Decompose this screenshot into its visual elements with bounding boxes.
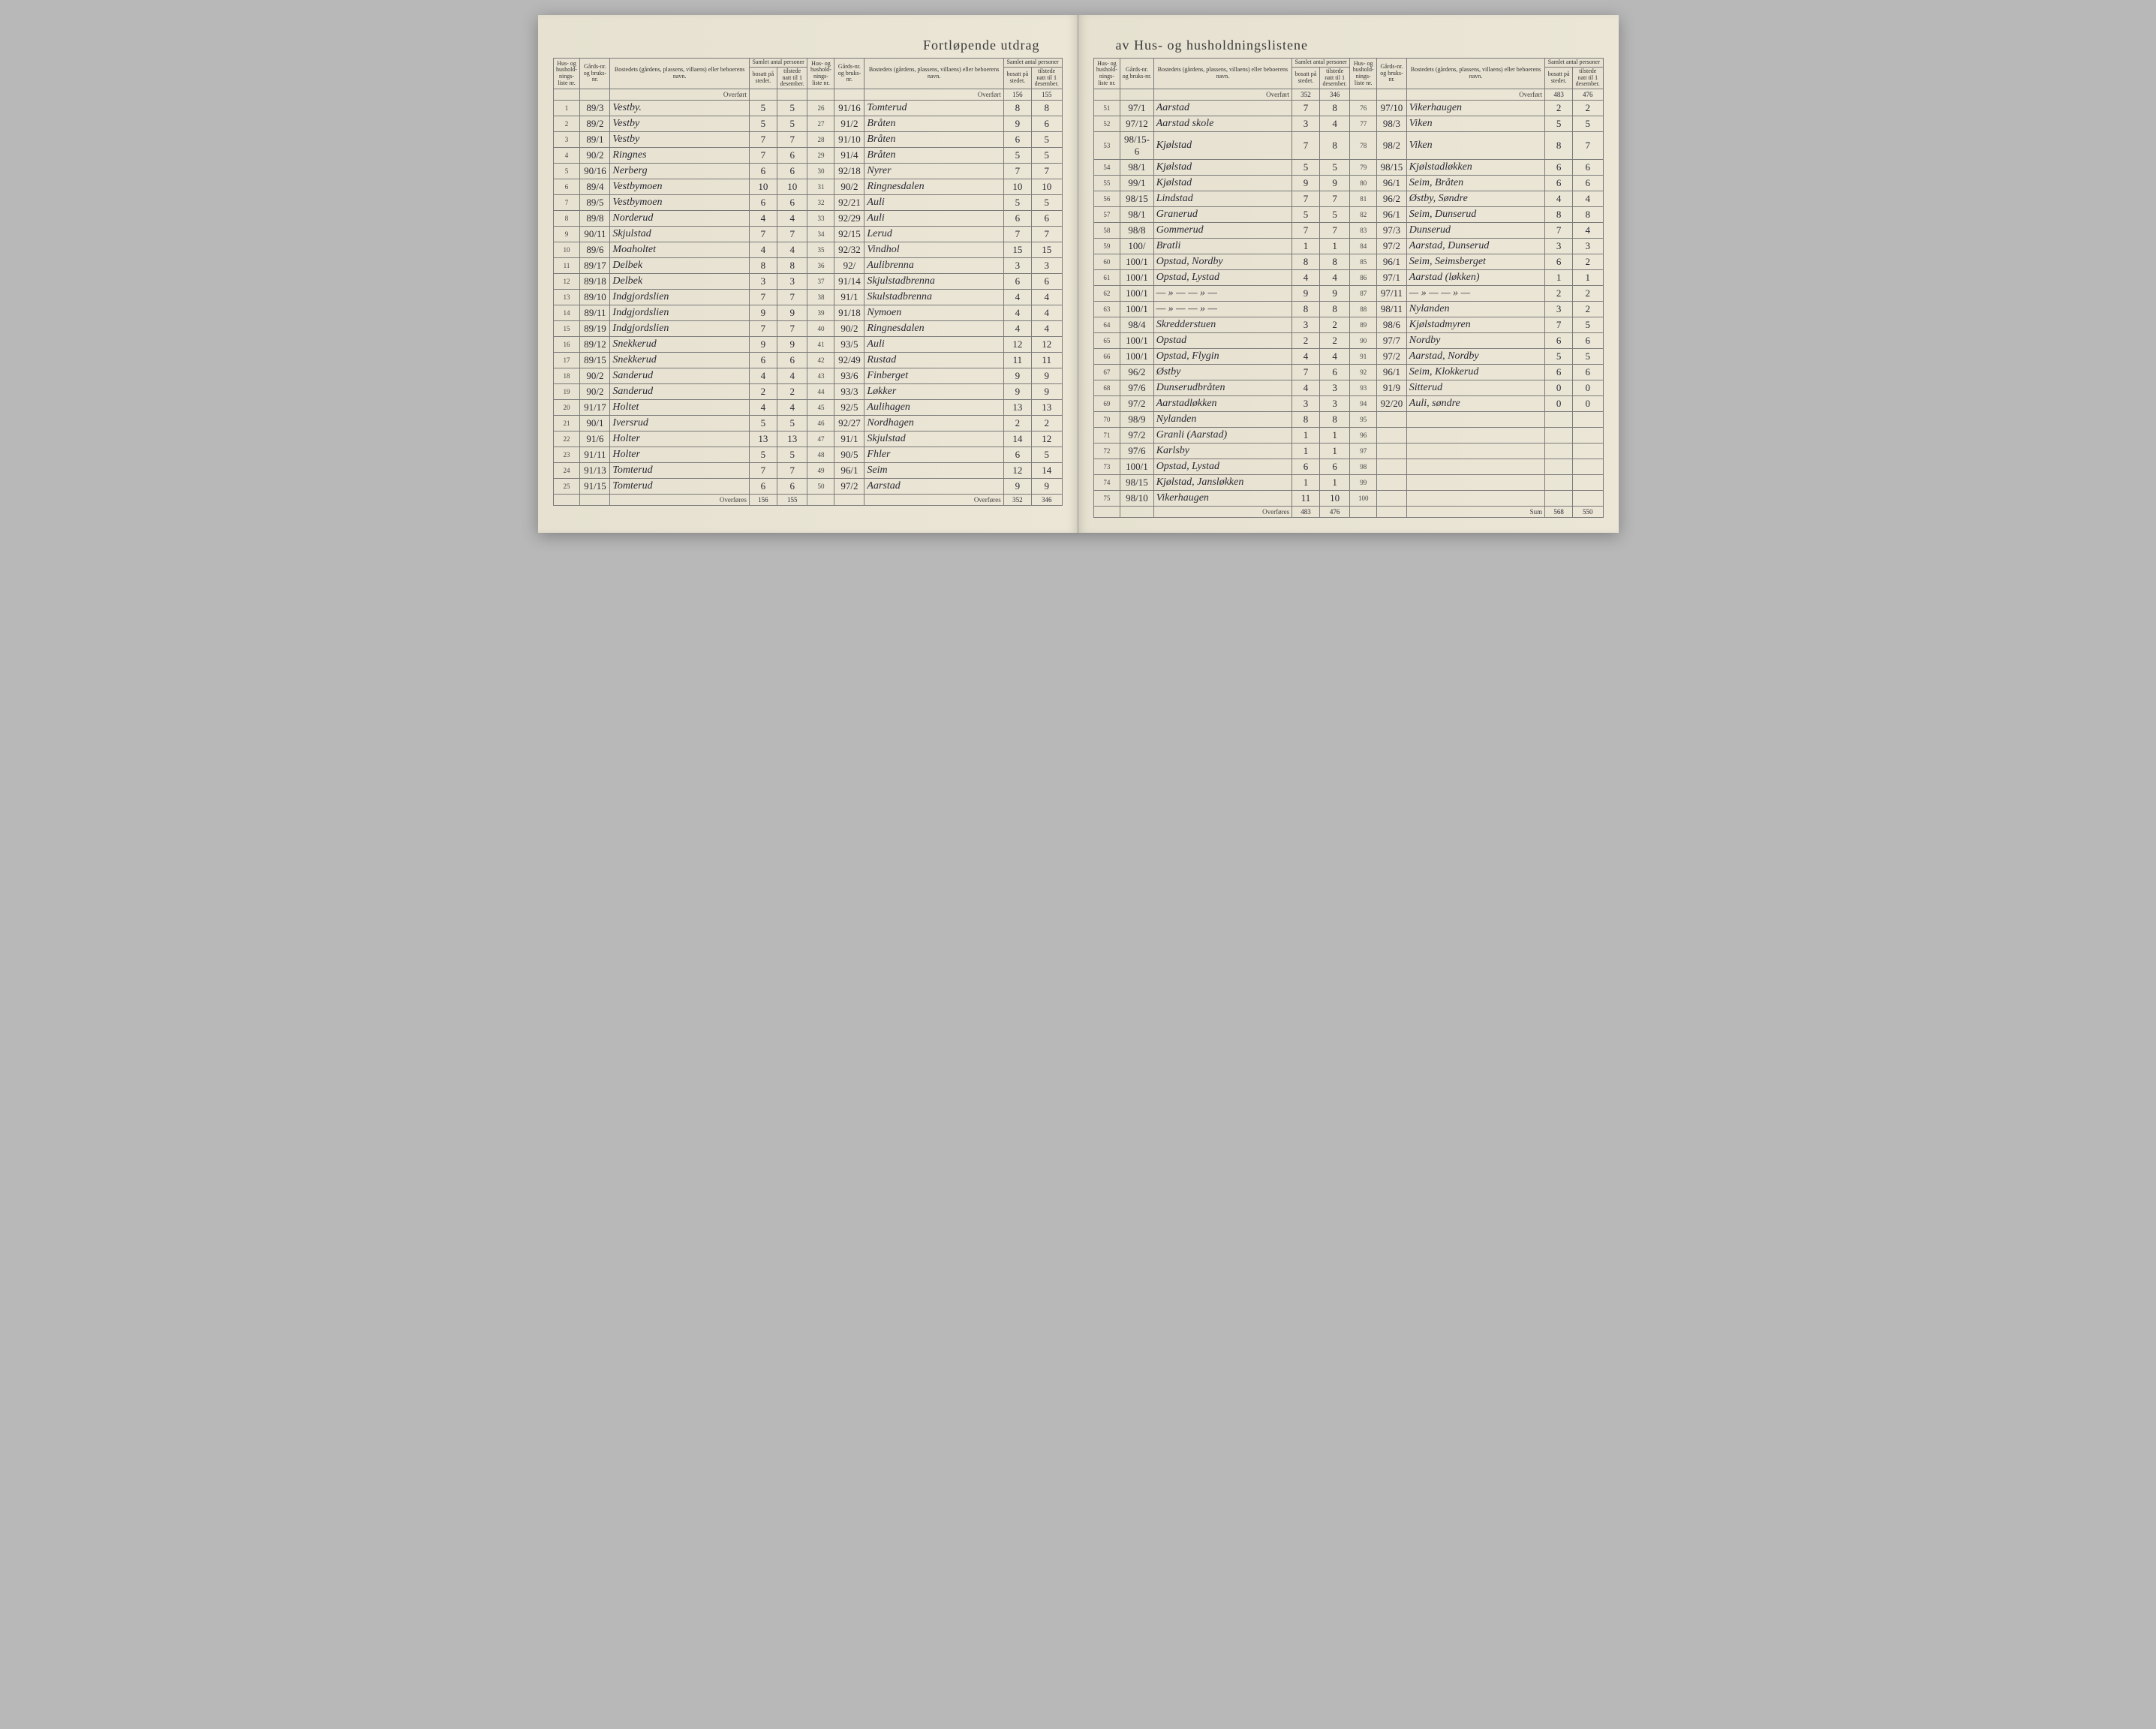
table-row: 67 96/2 Østby 7 6 92 96/1 Seim, Klokkeru… xyxy=(1093,365,1603,380)
table-row: 69 97/2 Aarstadløkken 3 3 94 92/20 Auli,… xyxy=(1093,396,1603,412)
table-row: 55 99/1 Kjølstad 9 9 80 96/1 Seim, Bråte… xyxy=(1093,176,1603,191)
table-row: 60 100/1 Opstad, Nordby 8 8 85 96/1 Seim… xyxy=(1093,254,1603,270)
table-row: 15 89/19 Indgjordslien 7 7 40 90/2 Ringn… xyxy=(553,321,1062,337)
table-row: 63 100/1 — » — — » — 8 8 88 98/11 Nyland… xyxy=(1093,302,1603,317)
table-row: 7 89/5 Vestbymoen 6 6 32 92/21 Auli 5 5 xyxy=(553,195,1062,211)
table-row: 62 100/1 — » — — » — 9 9 87 97/11 — » — … xyxy=(1093,286,1603,302)
table-row: 6 89/4 Vestbymoen 10 10 31 90/2 Ringnesd… xyxy=(553,179,1062,195)
table-row: 20 91/17 Holtet 4 4 45 92/5 Aulihagen 13… xyxy=(553,400,1062,416)
table-row: 51 97/1 Aarstad 7 8 76 97/10 Vikerhaugen… xyxy=(1093,101,1603,116)
table-row: 66 100/1 Opstad, Flygin 4 4 91 97/2 Aars… xyxy=(1093,349,1603,365)
table-row: 71 97/2 Granli (Aarstad) 1 1 96 xyxy=(1093,428,1603,444)
table-row: 54 98/1 Kjølstad 5 5 79 98/15 Kjølstadlø… xyxy=(1093,160,1603,176)
table-row: 3 89/1 Vestby 7 7 28 91/10 Bråten 6 5 xyxy=(553,132,1062,148)
table-row: 72 97/6 Karlsby 1 1 97 xyxy=(1093,444,1603,459)
table-row: 68 97/6 Dunserudbråten 4 3 93 91/9 Sitte… xyxy=(1093,380,1603,396)
table-row: 52 97/12 Aarstad skole 3 4 77 98/3 Viken… xyxy=(1093,116,1603,132)
table-row: 2 89/2 Vestby 5 5 27 91/2 Bråten 9 6 xyxy=(553,116,1062,132)
table-row: 75 98/10 Vikerhaugen 11 10 100 xyxy=(1093,491,1603,507)
table-row: 16 89/12 Snekkerud 9 9 41 93/5 Auli 12 1… xyxy=(553,337,1062,353)
table-row: 22 91/6 Holter 13 13 47 91/1 Skjulstad 1… xyxy=(553,431,1062,447)
table-row: 70 98/9 Nylanden 8 8 95 xyxy=(1093,412,1603,428)
table-row: 53 98/15-6 Kjølstad 7 8 78 98/2 Viken 8 … xyxy=(1093,132,1603,160)
table-row: 61 100/1 Opstad, Lystad 4 4 86 97/1 Aars… xyxy=(1093,270,1603,286)
table-row: 13 89/10 Indgjordslien 7 7 38 91/1 Skuls… xyxy=(553,290,1062,305)
table-row: 65 100/1 Opstad 2 2 90 97/7 Nordby 6 6 xyxy=(1093,333,1603,349)
table-row: 23 91/11 Holter 5 5 48 90/5 Fhler 6 5 xyxy=(553,447,1062,463)
table-row: 25 91/15 Tomterud 6 6 50 97/2 Aarstad 9 … xyxy=(553,479,1062,495)
table-row: 73 100/1 Opstad, Lystad 6 6 98 xyxy=(1093,459,1603,475)
table-row: 17 89/15 Snekkerud 6 6 42 92/49 Rustad 1… xyxy=(553,353,1062,368)
page-title-left: Fortløpende utdrag xyxy=(553,38,1063,53)
ledger-table-left: Hus- og hushold-nings-liste nr. Gårds-nr… xyxy=(553,58,1063,506)
table-header: Hus- og hushold-nings-liste nr. Gårds-nr… xyxy=(1093,59,1603,89)
table-row: 10 89/6 Moaholtet 4 4 35 92/32 Vindhol 1… xyxy=(553,242,1062,258)
right-page: av Hus- og husholdningslistene Hus- og h… xyxy=(1078,15,1619,533)
table-row: 1 89/3 Vestby. 5 5 26 91/16 Tomterud 8 8 xyxy=(553,101,1062,116)
ledger-table-right: Hus- og hushold-nings-liste nr. Gårds-nr… xyxy=(1093,58,1604,518)
table-row: 5 90/16 Nerberg 6 6 30 92/18 Nyrer 7 7 xyxy=(553,164,1062,179)
table-row: 58 98/8 Gommerud 7 7 83 97/3 Dunserud 7 … xyxy=(1093,223,1603,239)
table-row: 74 98/15 Kjølstad, Jansløkken 1 1 99 xyxy=(1093,475,1603,491)
table-body-right: Overført 352346 Overført 483476 51 97/1 … xyxy=(1093,89,1603,518)
table-row: 14 89/11 Indgjordslien 9 9 39 91/18 Nymo… xyxy=(553,305,1062,321)
table-row: 24 91/13 Tomterud 7 7 49 96/1 Seim 12 14 xyxy=(553,463,1062,479)
table-row: 11 89/17 Delbek 8 8 36 92/ Aulibrenna 3 … xyxy=(553,258,1062,274)
table-row: 18 90/2 Sanderud 4 4 43 93/6 Finberget 9… xyxy=(553,368,1062,384)
table-row: 19 90/2 Sanderud 2 2 44 93/3 Løkker 9 9 xyxy=(553,384,1062,400)
table-row: 12 89/18 Delbek 3 3 37 91/14 Skjulstadbr… xyxy=(553,274,1062,290)
table-row: 21 90/1 Iversrud 5 5 46 92/27 Nordhagen … xyxy=(553,416,1062,431)
document-spread: Fortløpende utdrag Hus- og hushold-nings… xyxy=(538,15,1619,533)
table-row: 8 89/8 Norderud 4 4 33 92/29 Auli 6 6 xyxy=(553,211,1062,227)
left-page: Fortløpende utdrag Hus- og hushold-nings… xyxy=(538,15,1078,533)
table-header: Hus- og hushold-nings-liste nr. Gårds-nr… xyxy=(553,59,1062,89)
table-row: 4 90/2 Ringnes 7 6 29 91/4 Bråten 5 5 xyxy=(553,148,1062,164)
table-row: 59 100/ Bratli 1 1 84 97/2 Aarstad, Duns… xyxy=(1093,239,1603,254)
page-title-right: av Hus- og husholdningslistene xyxy=(1093,38,1604,53)
table-row: 9 90/11 Skjulstad 7 7 34 92/15 Lerud 7 7 xyxy=(553,227,1062,242)
table-row: 57 98/1 Granerud 5 5 82 96/1 Seim, Dunse… xyxy=(1093,207,1603,223)
table-body-left: Overført Overført 156155 1 89/3 Vestby. … xyxy=(553,89,1062,506)
table-row: 64 98/4 Skredderstuen 3 2 89 98/6 Kjølst… xyxy=(1093,317,1603,333)
table-row: 56 98/15 Lindstad 7 7 81 96/2 Østby, Søn… xyxy=(1093,191,1603,207)
